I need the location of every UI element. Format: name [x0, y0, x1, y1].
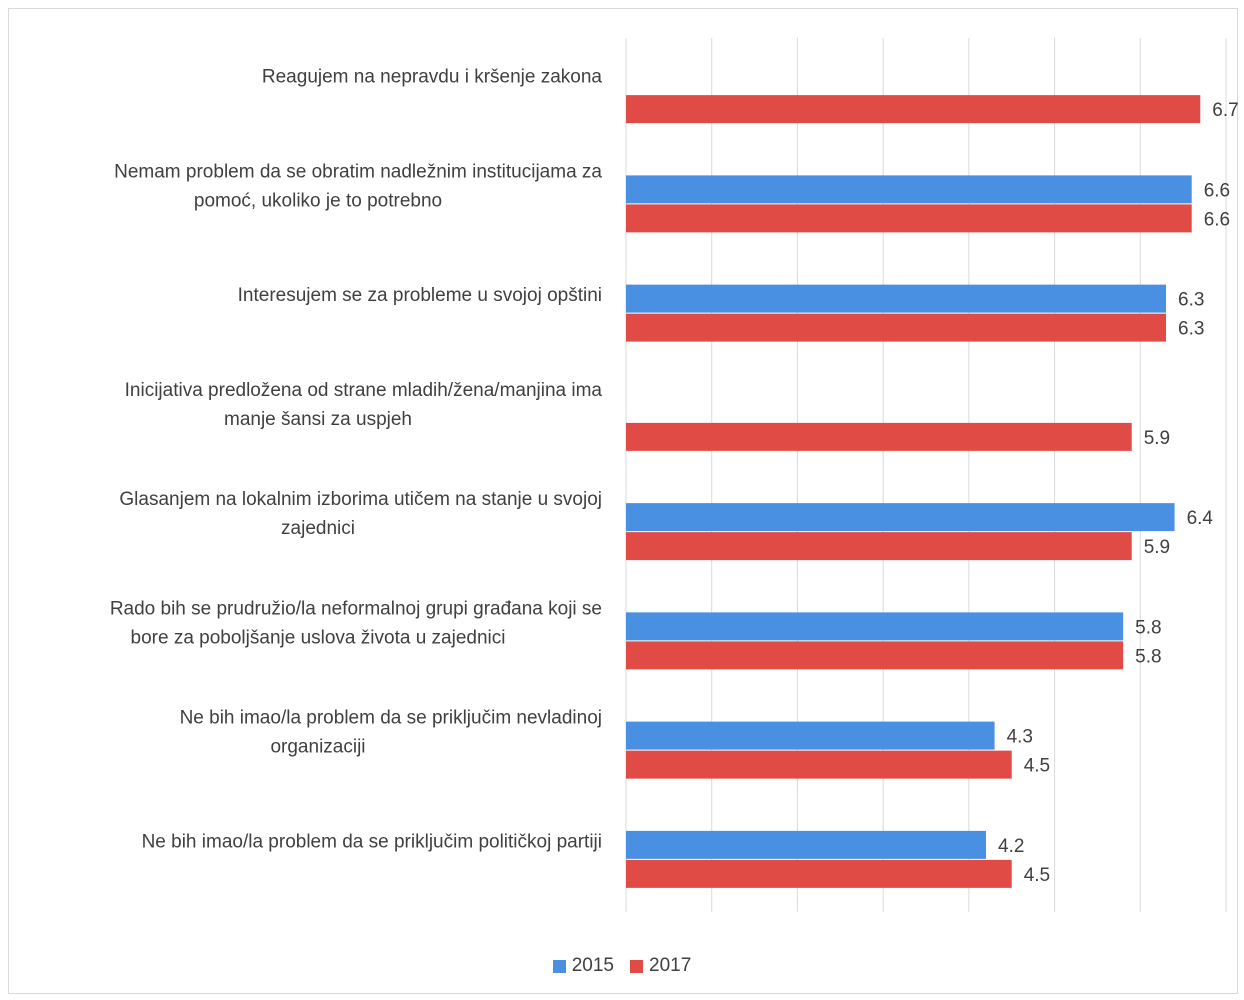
bar-2017-0	[626, 95, 1201, 124]
data-label-2017-5: 5.8	[1135, 646, 1161, 667]
data-label-2015-7: 4.2	[998, 836, 1024, 857]
data-label-2017-6: 4.5	[1024, 756, 1050, 777]
category-label-1-1: pomoć, ukoliko je to potrebno	[194, 190, 442, 211]
category-label-6-1: organizaciji	[270, 737, 365, 758]
category-label-2-0: Interesujem se za probleme u svojoj opšt…	[238, 285, 602, 306]
data-label-2017-1: 6.6	[1204, 209, 1230, 230]
data-label-2017-7: 4.5	[1024, 865, 1050, 886]
legend-swatch-2015	[552, 959, 566, 973]
data-label-2015-2: 6.3	[1178, 290, 1204, 311]
legend-item-2017: 2017	[630, 955, 691, 977]
bar-2017-2	[626, 313, 1166, 342]
bar-2017-6	[626, 750, 1012, 779]
bar-2015-2	[626, 284, 1166, 313]
data-label-2017-2: 6.3	[1178, 319, 1204, 340]
bar-2017-1	[626, 204, 1192, 233]
category-label-0-0: Reagujem na nepravdu i kršenje zakona	[262, 67, 603, 88]
bar-2017-7	[626, 859, 1012, 888]
category-label-7-0: Ne bih imao/la problem da se priključim …	[142, 831, 602, 852]
data-label-2017-3: 5.9	[1144, 428, 1170, 449]
legend-label-2017: 2017	[649, 955, 692, 976]
bar-2015-1	[626, 175, 1192, 204]
legend: 2015 2017	[0, 955, 1244, 977]
category-label-6-0: Ne bih imao/la problem da se priključim …	[180, 708, 602, 729]
category-label-5-1: bore za poboljšanje uslova života u zaje…	[131, 627, 506, 648]
bar-2017-5	[626, 641, 1124, 670]
bar-2015-7	[626, 830, 986, 859]
chart-frame	[8, 8, 1238, 994]
legend-item-2015: 2015	[552, 955, 614, 977]
data-label-2017-0: 6.7	[1212, 100, 1238, 121]
bar-2015-6	[626, 721, 995, 750]
data-label-2015-4: 6.4	[1187, 508, 1214, 529]
bar-2015-4	[626, 503, 1175, 532]
category-label-3-0: Inicijativa predložena od strane mladih/…	[125, 380, 603, 401]
bar-2017-4	[626, 532, 1132, 561]
data-label-2015-5: 5.8	[1135, 617, 1161, 638]
category-label-3-1: manje šansi za uspjeh	[224, 409, 412, 430]
bar-2017-3	[626, 422, 1132, 451]
category-label-5-0: Rado bih se prudružio/la neformalnoj gru…	[110, 598, 602, 619]
bar-2015-5	[626, 612, 1124, 641]
category-label-4-1: zajednici	[281, 518, 355, 539]
category-label-1-0: Nemam problem da se obratim nadležnim in…	[114, 161, 602, 182]
data-label-2015-1: 6.6	[1204, 180, 1230, 201]
category-label-4-0: Glasanjem na lokalnim izborima utičem na…	[119, 489, 602, 510]
data-label-2015-6: 4.3	[1007, 727, 1033, 748]
legend-swatch-2017	[630, 959, 643, 973]
legend-label-2015: 2015	[571, 955, 614, 976]
data-label-2017-4: 5.9	[1144, 537, 1170, 558]
